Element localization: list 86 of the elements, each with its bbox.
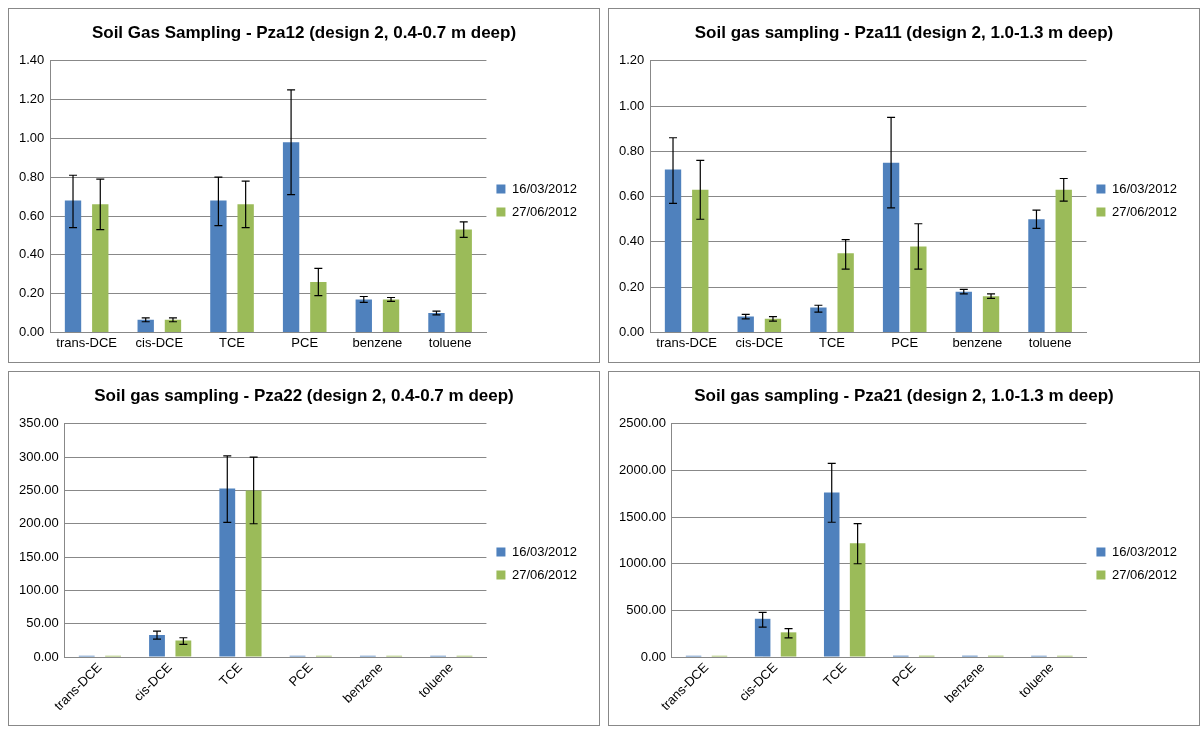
x-tick-label: toluene	[428, 334, 472, 350]
bar	[823, 492, 840, 657]
bar	[664, 169, 682, 332]
bar	[982, 296, 1000, 332]
y-tick-label: 100.00	[19, 582, 59, 597]
y-tick-label: 0.80	[18, 168, 45, 184]
legend-label: 16/03/2012	[511, 543, 578, 559]
bar	[245, 490, 262, 657]
x-tick-label: trans-DCE	[56, 334, 118, 350]
x-tick-label: PCE	[291, 334, 319, 350]
y-tick-label: 1.20	[18, 91, 45, 107]
legend-label: 16/03/2012	[1111, 180, 1178, 196]
bar	[149, 635, 165, 657]
x-tick-label: TCE	[819, 334, 846, 350]
bar	[355, 299, 372, 332]
y-tick-label: 500.00	[626, 601, 666, 617]
bar	[837, 253, 854, 332]
x-tick-label: toluene	[1028, 334, 1072, 350]
y-tick-label: 0.60	[618, 188, 645, 204]
bar	[882, 162, 900, 332]
y-tick-label: 0.00	[640, 648, 666, 664]
chart-title: Soil gas sampling - Pza22 (design 2, 0.4-0.7 m deep)	[93, 386, 515, 407]
y-tick-label: 1.20	[618, 52, 645, 68]
bar	[810, 307, 827, 332]
y-tick-label: 0.00	[33, 648, 59, 664]
y-tick-label: 2000.00	[618, 462, 666, 478]
bar	[310, 281, 327, 332]
legend-label: 16/03/2012	[1111, 543, 1178, 559]
x-tick-label: benzene	[352, 334, 403, 350]
y-tick-label: 1.40	[18, 52, 45, 68]
bar	[137, 319, 154, 332]
y-tick-label: 50.00	[26, 615, 59, 631]
x-tick-label: benzene	[952, 334, 1003, 350]
x-tick-label: cis-DCE	[135, 334, 184, 350]
y-tick-label: 1.00	[618, 97, 645, 113]
bar	[382, 299, 400, 332]
bar	[780, 632, 797, 657]
y-tick-label: 2500.00	[618, 415, 666, 431]
bar	[164, 319, 182, 332]
y-tick-label: 0.20	[18, 285, 45, 301]
bar	[237, 204, 254, 332]
bar	[1028, 219, 1045, 332]
legend-label: 27/06/2012	[1111, 203, 1178, 219]
x-tick-label: PCE	[891, 334, 919, 350]
y-tick-label: 1500.00	[618, 508, 666, 524]
y-tick-label: 0.80	[618, 142, 645, 158]
bar	[210, 200, 227, 332]
chart-title: Soil gas sampling - Pza21 (design 2, 1.0-1.3 m deep)	[693, 386, 1115, 407]
bar	[175, 640, 192, 657]
bar	[92, 204, 109, 332]
bar	[692, 189, 709, 332]
bar	[455, 229, 472, 332]
bar	[910, 246, 927, 332]
x-tick-label: trans-DCE	[656, 334, 718, 350]
y-tick-label: 200.00	[19, 515, 59, 531]
y-tick-label: 150.00	[19, 548, 59, 564]
y-tick-label: 350.00	[19, 415, 59, 431]
bar	[737, 316, 754, 332]
y-tick-label: 1000.00	[618, 555, 666, 571]
y-tick-label: 300.00	[19, 448, 59, 464]
chart-title: Soil gas sampling - Pza11 (design 2, 1.0-1.3 m deep)	[693, 23, 1115, 44]
legend-label: 27/06/2012	[1111, 566, 1178, 582]
legend-label: 27/06/2012	[511, 566, 578, 582]
bar	[428, 313, 445, 332]
x-tick-label: TCE	[820, 659, 850, 689]
x-tick-label: TCE	[219, 334, 246, 350]
y-tick-label: 0.40	[618, 233, 645, 249]
bar	[1055, 189, 1072, 332]
x-tick-label: cis-DCE	[735, 334, 784, 350]
bar	[955, 291, 972, 332]
y-tick-label: 250.00	[19, 482, 59, 498]
legend-label: 16/03/2012	[511, 180, 578, 196]
y-tick-label: 0.00	[18, 323, 45, 339]
bar	[282, 142, 300, 332]
x-tick-label: TCE	[216, 659, 246, 689]
y-tick-label: 1.00	[18, 129, 45, 145]
bar	[64, 200, 82, 332]
legend-label: 27/06/2012	[511, 203, 578, 219]
y-tick-label: 0.20	[618, 278, 645, 294]
bar	[219, 488, 236, 657]
y-tick-label: 0.00	[618, 323, 645, 339]
y-tick-label: 0.60	[18, 207, 45, 223]
y-tick-label: 0.40	[18, 246, 45, 262]
bar	[849, 543, 866, 657]
chart-title: Soil Gas Sampling - Pza12 (design 2, 0.4-0.7 m deep)	[90, 23, 518, 44]
bar	[754, 618, 771, 657]
